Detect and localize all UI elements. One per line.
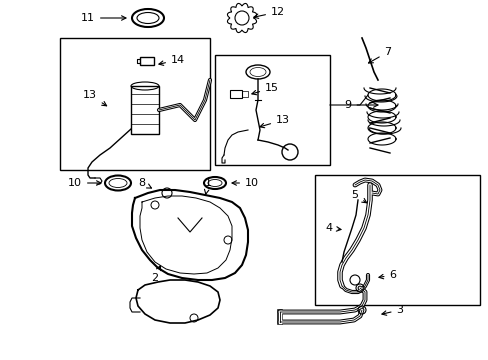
Text: 15: 15	[251, 83, 279, 95]
Text: 10: 10	[231, 178, 259, 188]
Bar	[60, 38, 209, 170]
Text: 6: 6	[378, 270, 396, 280]
Bar	[215, 55, 329, 165]
Bar	[229, 90, 242, 98]
Text: 7: 7	[368, 47, 391, 63]
Text: 8: 8	[138, 178, 151, 188]
Text: 14: 14	[159, 55, 184, 66]
Bar	[314, 175, 479, 305]
Text: 13: 13	[83, 90, 106, 106]
Text: 2: 2	[151, 266, 161, 283]
Text: 10: 10	[68, 178, 101, 188]
Bar	[140, 57, 154, 65]
Text: 13: 13	[259, 115, 289, 128]
Text: 1: 1	[204, 178, 211, 194]
Text: 11: 11	[81, 13, 126, 23]
Text: 9: 9	[344, 100, 377, 110]
Text: 3: 3	[381, 305, 403, 315]
Text: 5: 5	[351, 190, 366, 203]
Text: 12: 12	[253, 7, 285, 18]
Text: 4: 4	[325, 223, 340, 233]
Bar	[131, 86, 159, 134]
